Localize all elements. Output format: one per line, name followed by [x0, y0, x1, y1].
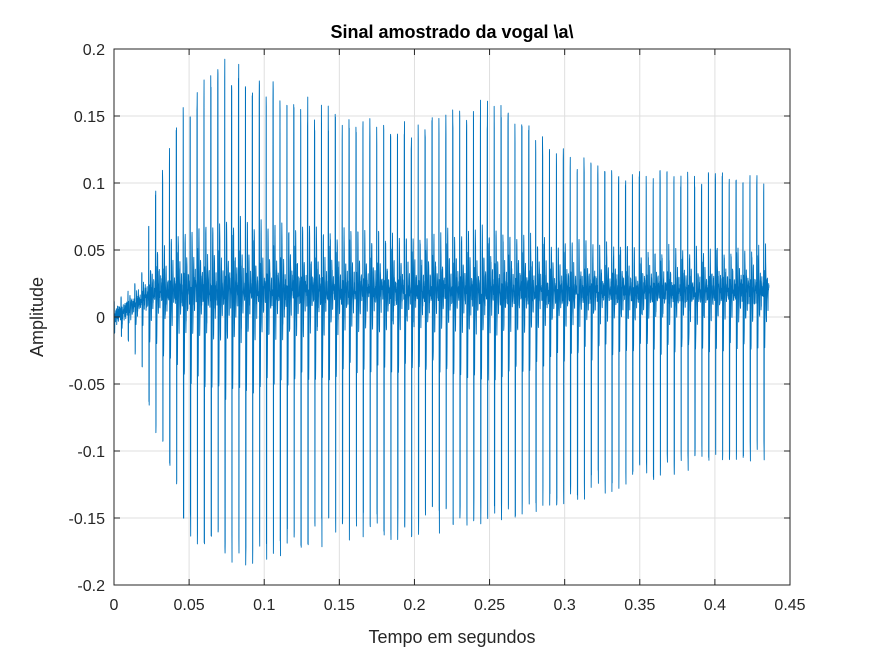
y-tick-label: 0 [96, 310, 105, 327]
signal-series [113, 58, 770, 566]
x-tick-label: 0.05 [174, 597, 205, 614]
x-tick-label: 0.4 [704, 597, 726, 614]
ticks [113, 48, 791, 586]
x-tick-label: 0.35 [624, 597, 655, 614]
x-tick-label: 0.3 [554, 597, 576, 614]
y-tick-label: 0.05 [74, 243, 105, 260]
y-tick-label: -0.1 [77, 444, 105, 461]
x-tick-label: 0 [110, 597, 119, 614]
x-tick-labels: 0 0.05 0.1 0.15 0.2 0.25 0.3 0.35 0.4 0.45 [110, 597, 806, 614]
y-tick-label: 0.15 [74, 109, 105, 126]
x-tick-label: 0.15 [324, 597, 355, 614]
x-tick-label: 0.45 [774, 597, 805, 614]
grid [114, 49, 790, 585]
x-axis-label: Tempo em segundos [368, 627, 535, 647]
y-axis-label: Amplitude [27, 277, 47, 357]
x-tick-label: 0.2 [403, 597, 425, 614]
y-tick-label: 0.1 [83, 176, 105, 193]
y-tick-label: -0.15 [69, 511, 106, 528]
y-tick-label: -0.2 [77, 578, 105, 595]
x-tick-label: 0.1 [253, 597, 275, 614]
signal-line [113, 58, 770, 566]
y-tick-label: -0.05 [69, 377, 106, 394]
y-tick-label: 0.2 [83, 42, 105, 59]
chart-title: Sinal amostrado da vogal \a\ [330, 22, 573, 42]
y-tick-labels: -0.2 -0.15 -0.1 -0.05 0 0.05 0.1 0.15 0.2 [69, 42, 106, 595]
x-tick-label: 0.25 [474, 597, 505, 614]
